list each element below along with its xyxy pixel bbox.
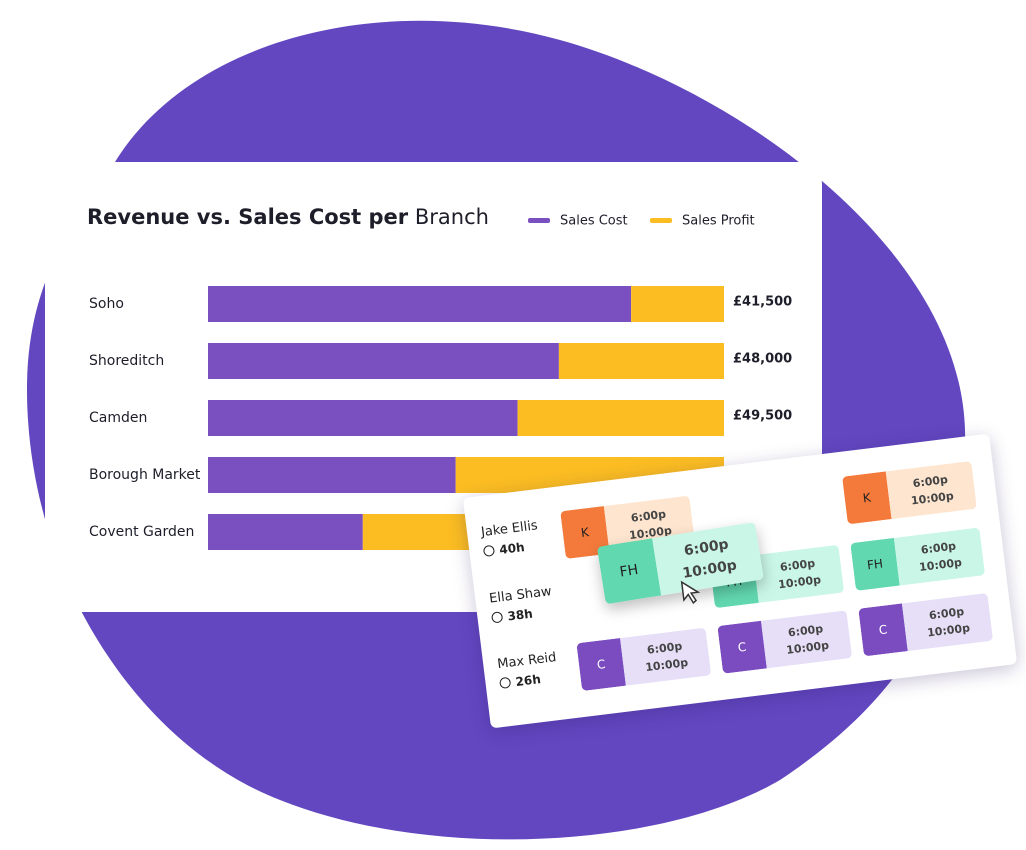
category-label: Shoreditch [89, 353, 164, 369]
bar-segment [208, 343, 559, 379]
staff-name: Jake Ellis [480, 518, 539, 541]
staff-hours: 40h [482, 540, 525, 559]
bar-segment [208, 514, 363, 550]
chart-title: Revenue vs. Sales Cost per Branch [87, 205, 489, 229]
shift-code: C [576, 638, 626, 692]
shift-code: C [717, 620, 767, 674]
shift: K 6:00p 10:00p [842, 460, 977, 525]
bar-segment [517, 400, 724, 436]
schedule-card: Jake Ellis 40h K 6:00p 10:00p K 6:00p 10:00p Ell… [462, 433, 1018, 729]
legend-label: Sales Cost [560, 214, 628, 229]
category-label: Borough Market [89, 467, 201, 483]
shift-times: 6:00p 10:00p [760, 610, 853, 669]
shift-end: 10:00p [910, 489, 955, 508]
shift: C 6:00p 10:00p [576, 627, 712, 692]
shift-code: FH [596, 538, 662, 605]
total-label: £41,500 [733, 295, 792, 310]
category-label: Covent Garden [89, 524, 194, 540]
staff-hours: 38h [490, 607, 534, 626]
bar-segment [558, 343, 724, 379]
shift-times: 6:00p 10:00p [752, 544, 845, 603]
shift-end: 10:00p [926, 621, 971, 640]
shift-times: 6:00p 10:00p [620, 627, 712, 686]
category-label: Camden [89, 410, 147, 426]
clock-icon [482, 544, 496, 557]
staff-hours: 26h [499, 672, 542, 691]
legend-label: Sales Profit [682, 214, 755, 229]
shift-times: 6:00p 10:00p [901, 592, 994, 652]
legend-swatch [650, 218, 672, 223]
cursor-icon [680, 580, 701, 605]
shift-code: C [858, 603, 908, 657]
shift: C 6:00p 10:00p [858, 592, 994, 657]
cursor [679, 578, 704, 610]
shift-times: 6:00p 10:00p [893, 527, 986, 586]
bar-segment [208, 286, 632, 322]
shift-code: FH [850, 537, 900, 591]
shift-end: 10:00p [918, 555, 963, 575]
total-label: £49,500 [733, 409, 792, 424]
total-label: £48,000 [733, 352, 792, 367]
shift-end: 10:00p [777, 573, 822, 592]
legend-swatch [528, 218, 550, 223]
staff-name: Ella Shaw [488, 584, 553, 607]
shift-code: K [842, 471, 892, 525]
bar-segment [208, 400, 518, 436]
shift: C 6:00p 10:00p [717, 610, 853, 674]
shift-end: 10:00p [644, 655, 689, 675]
bar-segment [208, 457, 456, 493]
bar-segment [631, 286, 724, 322]
title-bold: Revenue vs. Sales Cost per [87, 205, 409, 229]
category-label: Soho [89, 296, 124, 312]
clock-icon [499, 676, 512, 690]
shift-end: 10:00p [785, 638, 830, 657]
shift-times: 6:00p 10:00p [885, 460, 977, 520]
clock-icon [490, 611, 504, 624]
staff-name: Max Reid [496, 650, 558, 673]
title-regular: Branch [415, 205, 489, 229]
